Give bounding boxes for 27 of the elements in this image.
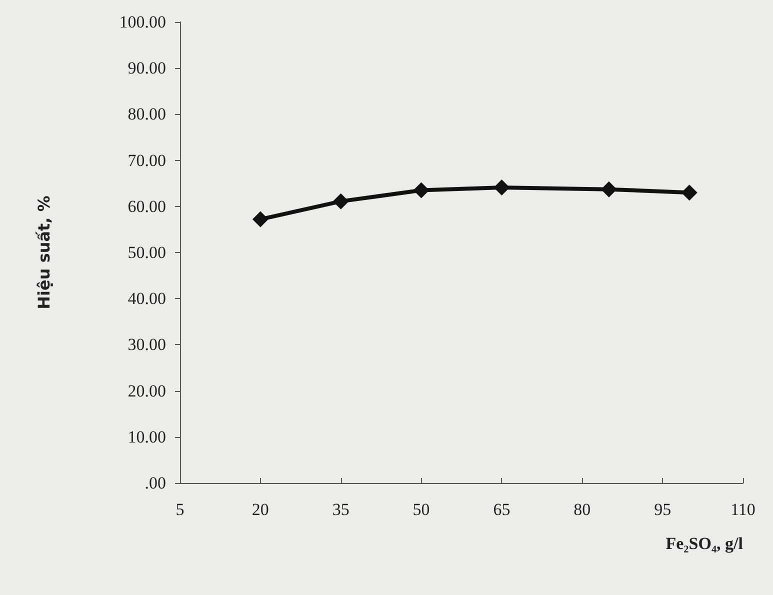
point	[413, 182, 430, 198]
x-tick-label: 5	[176, 500, 184, 519]
x-tick-label: 95	[654, 500, 672, 519]
x-tick-label: 35	[332, 500, 350, 519]
x-tick-label: 110	[730, 500, 756, 519]
x-tick-label: 80	[574, 500, 591, 519]
y-tick-label: .00	[144, 474, 166, 492]
y-tick-label: 90.00	[128, 58, 166, 78]
y-tick-label: 70.00	[128, 150, 166, 170]
y-tick-label: 20.00	[128, 381, 166, 400]
y-tick-label: 60.00	[128, 196, 166, 216]
x-tick-label: 20	[252, 500, 269, 519]
x-axis-title: Fe₂SO₄, g/l	[666, 534, 744, 553]
point	[600, 181, 617, 198]
y-tick-label: 50.00	[128, 243, 166, 262]
y-tick-label: 80.00	[128, 104, 166, 124]
point	[252, 211, 268, 228]
x-tick-label: 50	[412, 500, 430, 519]
y-tick-label: 40.00	[128, 289, 166, 308]
y-tick-label: 100.00	[119, 12, 166, 32]
y-axis-title: Hiệu suất, %	[34, 196, 54, 310]
point	[494, 180, 510, 196]
point	[681, 184, 698, 201]
y-tick-label: 10.00	[128, 427, 166, 446]
x-tick-label: 65	[493, 500, 510, 519]
point	[332, 193, 349, 210]
y-tick-label: 30.00	[128, 335, 166, 354]
